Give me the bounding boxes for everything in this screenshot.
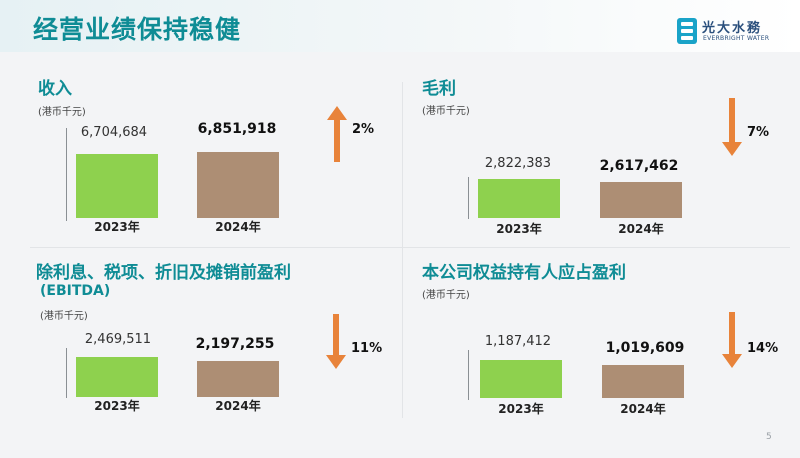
horizontal-divider	[30, 247, 790, 248]
unit-label: (港币千元)	[40, 311, 88, 322]
category-label-2024: 2024年	[620, 402, 666, 416]
unit-label: (港币千元)	[422, 290, 470, 301]
logo-mark-icon	[677, 18, 697, 44]
value-label-2023: 6,704,684	[80, 125, 148, 140]
logo-text-en: EVERBRIGHT WATER	[703, 35, 770, 42]
category-label-2023: 2023年	[94, 399, 140, 413]
page-title: 经营业绩保持稳健	[33, 15, 242, 44]
value-label-2023: 1,187,412	[484, 334, 552, 349]
header-bar: 经营业绩保持稳健 光大水務 EVERBRIGHT WATER	[0, 0, 800, 52]
logo-text-cn: 光大水務	[702, 21, 763, 36]
value-label-2024: 1,019,609	[605, 340, 685, 356]
bar-2024	[197, 361, 279, 397]
panel-title: 除利息、税项、折旧及摊销前盈利	[36, 263, 291, 283]
bar-2023	[76, 357, 158, 397]
category-label-2023: 2023年	[498, 402, 544, 416]
panel-title: 毛利	[422, 79, 456, 99]
bar-2024	[197, 152, 279, 218]
attributable-profit-panel: 本公司权益持有人应占盈利 (港币千元) 1,187,412 1,019,609 …	[402, 250, 782, 435]
gross-profit-panel: 毛利 (港币千元) 2,822,383 2,617,462 2023年 2024…	[402, 62, 782, 247]
bar-2024	[602, 365, 684, 398]
vertical-divider	[402, 82, 403, 418]
change-percent: 14%	[747, 341, 779, 356]
bar-2023	[76, 154, 158, 218]
company-logo: 光大水務 EVERBRIGHT WATER	[676, 17, 791, 47]
category-label-2023: 2023年	[496, 222, 542, 236]
axis-line	[66, 348, 67, 398]
category-label-2024: 2024年	[215, 220, 261, 234]
arrow-down-icon	[326, 314, 346, 369]
change-percent: 2%	[352, 122, 375, 137]
bar-2024	[600, 182, 682, 218]
axis-line	[66, 128, 67, 221]
unit-label: (港币千元)	[38, 107, 86, 118]
revenue-panel: 收入 (港币千元) 6,704,684 6,851,918 2023年 2024…	[0, 62, 380, 247]
axis-line	[468, 177, 469, 219]
arrow-up-icon	[327, 106, 347, 162]
value-label-2024: 6,851,918	[197, 121, 277, 137]
unit-label: (港币千元)	[422, 106, 470, 117]
category-label-2023: 2023年	[94, 220, 140, 234]
panel-title: 收入	[38, 79, 72, 99]
arrow-down-icon	[722, 98, 742, 156]
page-number: 5	[766, 432, 772, 442]
value-label-2023: 2,469,511	[84, 332, 152, 347]
value-label-2024: 2,197,255	[195, 336, 275, 352]
category-label-2024: 2024年	[215, 399, 261, 413]
bar-2023	[480, 360, 562, 398]
panel-subtitle: (EBITDA)	[40, 283, 111, 299]
bar-2023	[478, 179, 560, 218]
category-label-2024: 2024年	[618, 222, 664, 236]
ebitda-panel: 除利息、税项、折旧及摊销前盈利 (EBITDA) (港币千元) 2,469,51…	[0, 250, 383, 435]
value-label-2023: 2,822,383	[484, 156, 552, 171]
arrow-down-icon	[722, 312, 742, 368]
axis-line	[468, 350, 469, 400]
change-percent: 11%	[351, 341, 383, 356]
panel-title: 本公司权益持有人应占盈利	[422, 263, 626, 283]
change-percent: 7%	[747, 125, 770, 140]
value-label-2024: 2,617,462	[599, 158, 679, 174]
